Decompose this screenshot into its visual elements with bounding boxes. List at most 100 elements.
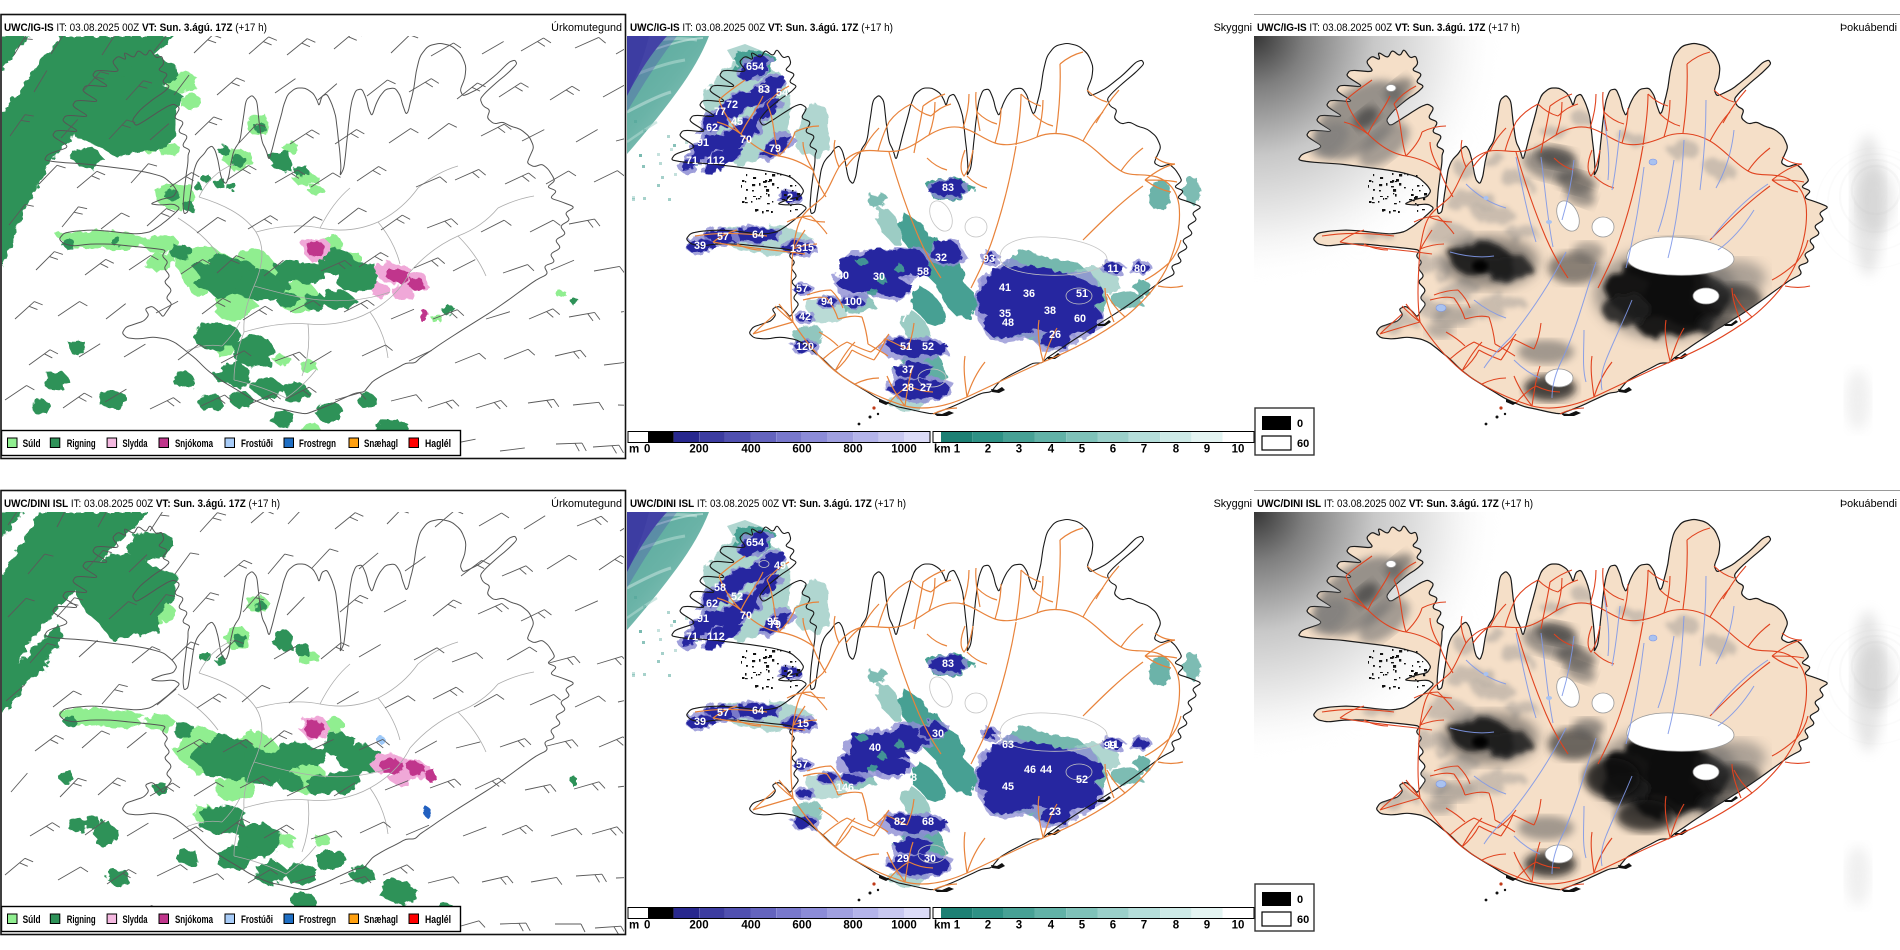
svg-text:UWC/DINI ISL IT: 03.08.2025 00: UWC/DINI ISL IT: 03.08.2025 00Z VT: Sun.… [1257, 498, 1533, 510]
svg-text:Rigning: Rigning [67, 438, 96, 450]
svg-text:UWC/DINI ISL IT: 03.08.2025 00: UWC/DINI ISL IT: 03.08.2025 00Z VT: Sun.… [4, 498, 280, 510]
svg-text:800: 800 [843, 444, 862, 456]
svg-text:39: 39 [694, 240, 706, 252]
svg-text:3: 3 [1016, 444, 1022, 456]
svg-text:70: 70 [740, 610, 752, 622]
svg-text:Skyggni: Skyggni [1214, 498, 1252, 510]
svg-text:91: 91 [697, 613, 709, 625]
svg-text:99: 99 [1104, 740, 1116, 752]
svg-text:200: 200 [689, 920, 708, 932]
svg-text:Frostregn: Frostregn [299, 438, 336, 450]
svg-text:52: 52 [1076, 774, 1088, 786]
svg-text:83: 83 [758, 84, 770, 96]
svg-text:287: 287 [889, 313, 907, 325]
svg-text:94: 94 [821, 296, 833, 308]
svg-text:80: 80 [1134, 263, 1146, 275]
svg-text:Snæhagl: Snæhagl [364, 914, 398, 926]
svg-text:0: 0 [1297, 894, 1303, 906]
svg-text:UWC/DINI ISL IT: 03.08.2025 00: UWC/DINI ISL IT: 03.08.2025 00Z VT: Sun.… [630, 498, 906, 510]
svg-text:64: 64 [752, 705, 764, 717]
svg-text:8: 8 [1173, 920, 1180, 932]
svg-text:0: 0 [1297, 418, 1303, 430]
svg-text:57: 57 [796, 283, 808, 295]
svg-text:28: 28 [902, 382, 914, 394]
svg-text:51: 51 [1076, 288, 1088, 300]
svg-text:57: 57 [717, 231, 729, 243]
svg-text:63: 63 [1002, 739, 1014, 751]
svg-text:62: 62 [706, 122, 718, 134]
svg-text:36: 36 [1023, 288, 1035, 300]
svg-text:60: 60 [1297, 438, 1309, 450]
svg-text:27: 27 [920, 382, 932, 394]
svg-text:72: 72 [726, 99, 738, 111]
svg-text:29: 29 [897, 853, 909, 865]
svg-text:112: 112 [707, 155, 724, 167]
svg-text:83: 83 [942, 182, 954, 194]
svg-text:58: 58 [714, 582, 726, 594]
svg-text:km: km [934, 444, 951, 456]
svg-text:Úrkomutegund: Úrkomutegund [551, 21, 622, 34]
svg-text:400: 400 [741, 444, 760, 456]
svg-text:82: 82 [894, 816, 906, 828]
svg-text:UWC/IG-IS IT: 03.08.2025 00Z V: UWC/IG-IS IT: 03.08.2025 00Z VT: Sun. 3.… [4, 22, 267, 34]
svg-text:Snjókoma: Snjókoma [175, 438, 214, 450]
svg-text:35: 35 [999, 308, 1011, 320]
svg-text:Þokuábendi: Þokuábendi [1840, 22, 1897, 34]
svg-text:112: 112 [707, 631, 724, 643]
svg-text:54: 54 [776, 87, 788, 99]
svg-text:Haglél: Haglél [425, 914, 451, 926]
svg-text:UWC/IG-IS IT: 03.08.2025 00Z V: UWC/IG-IS IT: 03.08.2025 00Z VT: Sun. 3.… [630, 22, 893, 34]
svg-text:71: 71 [686, 155, 698, 167]
svg-text:91: 91 [697, 137, 709, 149]
svg-text:45: 45 [731, 116, 743, 128]
svg-text:200: 200 [689, 444, 708, 456]
svg-text:39: 39 [694, 716, 706, 728]
svg-text:146: 146 [836, 782, 854, 794]
svg-text:52: 52 [922, 341, 934, 353]
svg-text:400: 400 [741, 920, 760, 932]
svg-text:42: 42 [799, 311, 811, 323]
svg-text:83: 83 [942, 658, 954, 670]
svg-text:13: 13 [790, 243, 802, 255]
svg-text:6: 6 [1110, 920, 1116, 932]
svg-text:5: 5 [1079, 920, 1086, 932]
svg-text:8: 8 [1173, 444, 1180, 456]
svg-text:9: 9 [1204, 444, 1210, 456]
svg-text:15: 15 [797, 718, 809, 730]
svg-text:0: 0 [644, 444, 650, 456]
svg-text:46: 46 [1024, 764, 1036, 776]
svg-text:11: 11 [1107, 739, 1118, 751]
svg-text:1000: 1000 [891, 444, 917, 456]
svg-text:9: 9 [1204, 920, 1210, 932]
svg-text:37: 37 [902, 364, 914, 376]
svg-text:52: 52 [731, 591, 743, 603]
svg-text:Slydda: Slydda [123, 914, 149, 926]
svg-text:49: 49 [774, 560, 786, 572]
svg-text:48: 48 [1002, 317, 1014, 329]
svg-text:600: 600 [792, 920, 811, 932]
svg-text:m: m [629, 444, 639, 456]
svg-text:11: 11 [1107, 263, 1118, 275]
svg-text:68: 68 [922, 816, 934, 828]
svg-text:2: 2 [787, 668, 793, 680]
svg-text:30: 30 [873, 271, 885, 283]
svg-text:Snjókoma: Snjókoma [175, 914, 214, 926]
svg-text:100: 100 [844, 296, 862, 308]
svg-text:km: km [934, 920, 951, 932]
svg-text:40: 40 [837, 270, 849, 282]
svg-text:6: 6 [1110, 444, 1116, 456]
svg-text:Súld: Súld [23, 438, 41, 450]
svg-text:60: 60 [1074, 313, 1086, 325]
svg-text:95: 95 [767, 616, 779, 628]
svg-text:600: 600 [792, 444, 811, 456]
svg-text:2: 2 [985, 920, 991, 932]
svg-text:30: 30 [924, 853, 936, 865]
svg-text:Súld: Súld [23, 914, 41, 926]
svg-text:79: 79 [769, 619, 781, 631]
svg-text:0: 0 [644, 920, 650, 932]
svg-text:18: 18 [788, 148, 800, 160]
svg-text:45: 45 [1002, 781, 1014, 793]
svg-text:Frostregn: Frostregn [299, 914, 336, 926]
svg-text:m: m [629, 920, 639, 932]
svg-text:70: 70 [740, 134, 752, 146]
